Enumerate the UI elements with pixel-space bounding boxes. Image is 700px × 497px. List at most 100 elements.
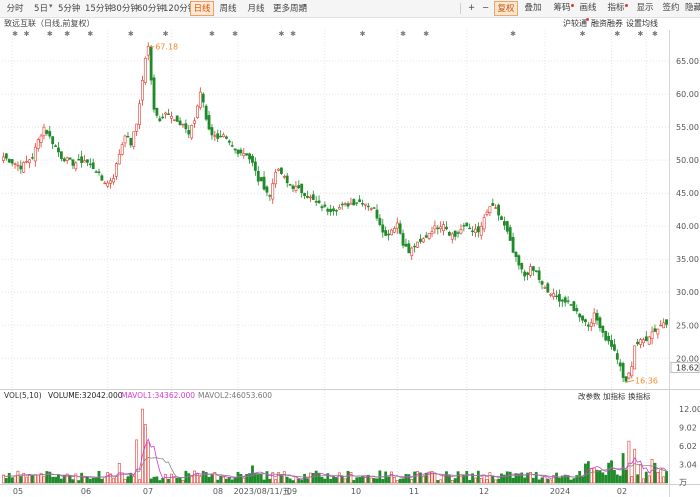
toolbar-button-4[interactable]: 指标 — [607, 3, 625, 13]
volume-bar — [639, 464, 642, 484]
volume-bar — [656, 472, 660, 484]
info-button-1[interactable]: 融资融券 — [591, 19, 623, 28]
volume-bar — [581, 476, 584, 484]
candle-body — [476, 226, 480, 233]
switch-indicator-button[interactable]: 换指标 — [628, 392, 651, 401]
candle-body — [285, 175, 289, 184]
volume-bar — [508, 471, 512, 484]
volume-bar — [474, 477, 477, 484]
volume-bar — [300, 479, 304, 484]
volume-bar — [433, 472, 437, 484]
toolbar-button-3[interactable]: 画线 — [579, 3, 597, 13]
event-marker-icon: ✱ — [400, 30, 406, 38]
edit-params-button[interactable]: 改参数 — [578, 392, 601, 401]
candle-body — [502, 221, 506, 226]
candle-body — [126, 136, 130, 138]
volume-tick-label: 6.02 — [679, 442, 697, 451]
candle-body — [531, 266, 535, 271]
candle-body — [112, 178, 115, 183]
candle-body — [248, 153, 251, 160]
candle-body — [268, 195, 272, 197]
volume-bar — [647, 475, 651, 484]
period-tab-5[interactable]: 60分钟 — [137, 4, 165, 14]
candle-body — [558, 294, 561, 302]
candle-body — [36, 139, 40, 149]
volume-bar — [59, 478, 63, 484]
volume-indicator-header: VOL(5,10) VOLUME:32042.000 MAVOL1:34362.… — [0, 391, 700, 402]
toolbar-button-2[interactable]: 筹码 — [553, 3, 571, 13]
volume-bar — [253, 473, 257, 484]
candle-body — [534, 270, 538, 272]
volume-tick-label: 3.04 — [679, 460, 697, 469]
candle-body — [517, 255, 521, 266]
candle-body — [407, 243, 411, 254]
period-tab-9[interactable]: 月线 — [247, 4, 265, 14]
volume-bar — [10, 477, 14, 484]
period-tab-3[interactable]: 15分钟 — [85, 4, 113, 14]
volume-bar — [372, 478, 376, 484]
volume-tick-label: 万 — [679, 478, 687, 487]
volume-bar — [369, 477, 373, 484]
volume-bar — [575, 475, 579, 484]
period-tab-6[interactable]: 120分钟 — [163, 4, 197, 14]
period-toolbar: 分时 5日 ▾ 5分钟 15分钟 30分钟 60分钟 120分钟 日线 周线 月线 更多周期 ▾ + −… — [0, 0, 700, 18]
volume-bar — [352, 480, 356, 484]
volume-bar — [65, 473, 69, 484]
period-tab-0[interactable]: 分时 — [6, 4, 24, 14]
volume-bar — [230, 479, 234, 484]
volume-bar — [592, 467, 596, 484]
candle-body — [187, 130, 191, 135]
period-tab-7[interactable]: 日线 — [190, 1, 214, 16]
event-marker-icon: ✱ — [128, 30, 134, 38]
toolbar-button-6[interactable]: 签约 — [662, 3, 680, 13]
candle-body — [193, 120, 196, 124]
zoom-in-button[interactable]: + — [467, 3, 476, 13]
event-marker-icon: ✱ — [209, 30, 215, 38]
volume-bar — [355, 477, 359, 484]
candle-body — [337, 207, 341, 210]
price-tick-label: 50.00 — [676, 156, 699, 165]
volume-bar — [326, 473, 330, 484]
x-axis-label: 09 — [287, 487, 297, 496]
candle-body — [141, 80, 144, 101]
volume-bar — [248, 473, 251, 484]
period-tab-10[interactable]: 更多周期 — [273, 4, 308, 14]
volume-bar — [268, 478, 272, 484]
toolbar-button-7[interactable]: 隐藏 — [685, 3, 700, 13]
period-tab-4[interactable]: 30分钟 — [111, 4, 139, 14]
volume-bar — [227, 476, 231, 484]
toolbar-button-5[interactable]: 显示 — [636, 3, 654, 13]
info-button-2[interactable]: 设置均线 — [626, 19, 658, 28]
period-tab-2[interactable]: 5分钟 — [58, 4, 81, 14]
volume-bar — [618, 475, 622, 484]
volume-bar — [88, 478, 92, 484]
volume-bar — [42, 476, 46, 484]
period-tab-8[interactable]: 周线 — [219, 4, 237, 14]
volume-bar — [7, 473, 11, 484]
volume-bar — [653, 462, 657, 484]
candle-body — [2, 156, 5, 161]
volume-bar — [13, 475, 17, 484]
volume-bar — [453, 478, 457, 484]
candle-body — [639, 339, 642, 345]
candle-body — [120, 144, 124, 155]
candle-body — [149, 46, 153, 81]
volume-bar — [482, 474, 486, 484]
zoom-out-button[interactable]: − — [481, 3, 490, 13]
info-button-0[interactable]: 沪较通 — [563, 19, 587, 28]
candle-body — [329, 208, 333, 212]
add-indicator-button[interactable]: 加指标 — [603, 392, 626, 401]
period-tab-1[interactable]: 5日 — [34, 4, 48, 14]
volume-bar — [445, 471, 448, 484]
toolbar-button-0[interactable]: 复权 — [494, 1, 518, 16]
event-marker-icon: ✱ — [87, 30, 93, 38]
volume-bar — [112, 477, 115, 484]
toolbar-button-1[interactable]: 叠加 — [524, 3, 542, 13]
candle-body — [366, 205, 370, 208]
candle-body — [497, 204, 501, 216]
volume-bar — [419, 472, 422, 484]
x-axis-label: 2024 — [550, 487, 570, 496]
vol-indicator-name[interactable]: VOL(5,10) — [4, 391, 42, 400]
volume-bar — [277, 472, 280, 484]
